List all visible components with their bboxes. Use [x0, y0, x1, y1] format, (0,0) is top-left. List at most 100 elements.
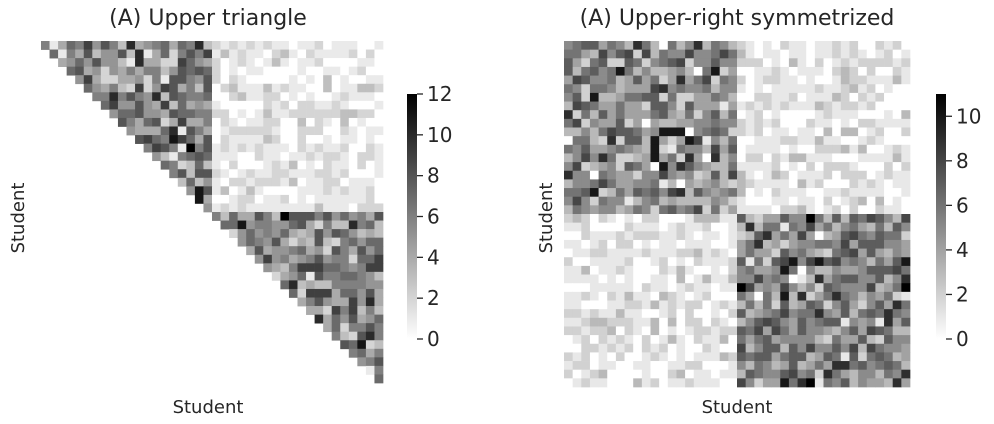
heatmap-cell [607, 118, 617, 128]
heatmap-cell [572, 162, 582, 172]
heatmap-cell [340, 135, 350, 144]
heatmap-cell [685, 361, 695, 371]
heatmap-cell [306, 66, 315, 76]
heatmap-cell [875, 41, 885, 50]
heatmap-cell [823, 101, 833, 111]
heatmap-cell [667, 127, 677, 137]
heatmap-cell [858, 214, 868, 223]
heatmap-cell [237, 186, 247, 196]
heatmap-cell [728, 335, 738, 345]
heatmap-cell [702, 291, 712, 301]
heatmap-cell [633, 326, 643, 336]
heatmap-cell [875, 153, 885, 163]
heatmap-cell [667, 170, 677, 180]
heatmap-cell [884, 179, 894, 189]
heatmap-cell [297, 135, 307, 144]
heatmap-cell [754, 118, 764, 128]
heatmap-cell [297, 169, 307, 179]
heatmap-cell [331, 306, 341, 315]
heatmap-cell [754, 58, 764, 68]
heatmap-cell [814, 101, 824, 111]
heatmap-cell [288, 246, 298, 256]
heatmap-cell [374, 41, 384, 50]
heatmap-cell [357, 160, 367, 170]
heatmap-cell [340, 92, 350, 102]
heatmap-cell [365, 75, 375, 85]
heatmap-cell [177, 83, 187, 93]
left-x-axis-label: Student [173, 397, 244, 418]
heatmap-cell [297, 83, 307, 93]
heatmap-cell [745, 66, 755, 76]
heatmap-cell [323, 169, 333, 179]
heatmap-cell [754, 257, 764, 267]
heatmap-cell [832, 378, 842, 388]
heatmap-cell [297, 58, 307, 67]
heatmap-cell [711, 231, 721, 241]
heatmap-cell [152, 41, 162, 50]
heatmap-cell [771, 110, 781, 120]
heatmap-cell [892, 144, 902, 154]
heatmap-cell [685, 49, 695, 59]
heatmap-cell [297, 212, 307, 221]
heatmap-cell [288, 126, 298, 136]
heatmap-cell [572, 309, 582, 319]
heatmap-cell [615, 317, 625, 327]
heatmap-cell [357, 109, 367, 119]
heatmap-cell [589, 239, 599, 249]
heatmap-cell [875, 144, 885, 154]
heatmap-cell [220, 66, 230, 76]
heatmap-cell [875, 188, 885, 198]
heatmap-cell [624, 369, 634, 379]
heatmap-cell [840, 66, 850, 76]
heatmap-cell [365, 306, 375, 315]
heatmap-cell [788, 326, 798, 336]
heatmap-cell [693, 369, 703, 379]
heatmap-cell [357, 220, 367, 230]
heatmap-cell [229, 169, 238, 179]
heatmap-cell [607, 274, 617, 284]
heatmap-cell [762, 326, 772, 336]
heatmap-cell [823, 118, 833, 128]
heatmap-cell [667, 118, 677, 128]
heatmap-cell [263, 177, 273, 187]
heatmap-cell [840, 144, 850, 154]
heatmap-cell [788, 352, 798, 362]
heatmap-cell [762, 84, 772, 94]
heatmap-cell [314, 237, 324, 247]
heatmap-cell [572, 222, 582, 232]
heatmap-cell [220, 92, 230, 102]
heatmap-cell [702, 92, 712, 102]
heatmap-cell [728, 378, 738, 388]
heatmap-cell [212, 58, 221, 67]
heatmap-cell [719, 49, 729, 59]
heatmap-cell [702, 214, 712, 223]
heatmap-cell [297, 280, 307, 290]
right-heatmap-panel: (A) Upper-right symmetrized Student Stud… [536, 6, 981, 418]
heatmap-cell [624, 239, 634, 249]
heatmap-cell [297, 49, 307, 59]
heatmap-cell [340, 314, 350, 324]
heatmap-cell [331, 117, 341, 127]
heatmap-cell [737, 378, 746, 388]
heatmap-cell [823, 222, 833, 232]
heatmap-cell [340, 117, 350, 127]
heatmap-cell [797, 214, 807, 223]
heatmap-cell [702, 369, 712, 379]
heatmap-cell [875, 352, 885, 362]
heatmap-cell [667, 196, 677, 206]
heatmap-cell [849, 170, 859, 180]
heatmap-cell [685, 188, 695, 198]
heatmap-cell [314, 49, 324, 59]
heatmap-cell [650, 66, 660, 76]
heatmap-cell [615, 361, 625, 371]
heatmap-cell [615, 58, 625, 68]
heatmap-cell [323, 66, 333, 76]
heatmap-cell [832, 214, 842, 223]
heatmap-cell [589, 283, 599, 293]
heatmap-cell [728, 309, 738, 319]
heatmap-cell [220, 194, 230, 204]
heatmap-cell [762, 291, 772, 301]
heatmap-cell [572, 300, 582, 310]
heatmap-cell [374, 135, 384, 144]
heatmap-cell [297, 288, 307, 298]
